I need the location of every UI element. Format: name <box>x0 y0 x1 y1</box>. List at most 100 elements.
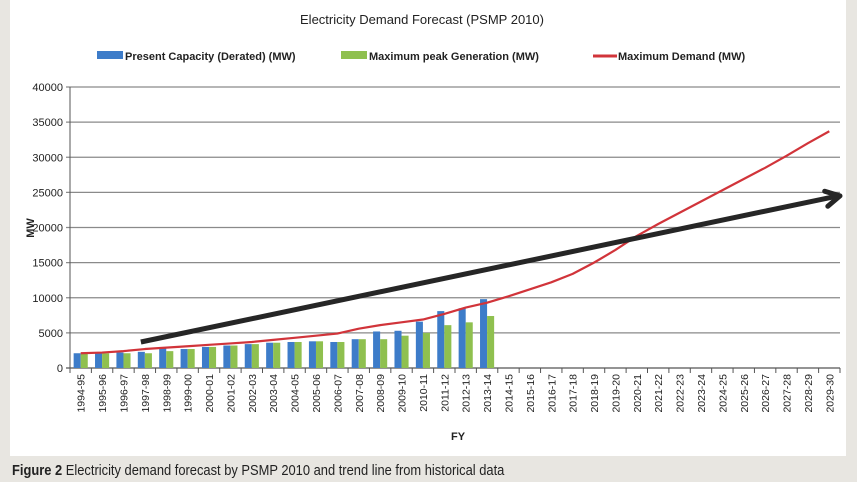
generation-bar <box>294 342 302 368</box>
x-tick-label: 1996-97 <box>118 374 130 413</box>
capacity-bar <box>201 346 210 368</box>
capacity-bar <box>95 353 103 368</box>
x-tick-label: 2000-01 <box>204 374 216 413</box>
x-tick-label: 2018-19 <box>589 374 601 413</box>
gridlines <box>66 86 840 369</box>
x-tick-label: 2022-23 <box>675 374 687 413</box>
generation-bar <box>187 349 195 368</box>
capacity-bar <box>266 342 274 368</box>
y-tick-label: 25000 <box>32 187 63 199</box>
generation-bar <box>209 346 217 368</box>
x-axis-label: FY <box>451 431 466 443</box>
caption-label: Figure 2 <box>12 462 63 479</box>
generation-bar <box>401 335 409 368</box>
generation-bar <box>166 351 174 368</box>
x-tick-label: 2019-20 <box>610 374 622 413</box>
capacity-bar <box>159 348 167 368</box>
capacity-bar <box>137 351 145 368</box>
y-tick-label: 30000 <box>32 152 63 164</box>
x-tick-label: 2026-27 <box>760 374 772 413</box>
x-tick-label: 2012-13 <box>461 374 473 413</box>
y-axis-label: MW <box>25 218 37 238</box>
x-tick-label: 2027-28 <box>782 374 794 413</box>
capacity-bar <box>415 321 423 368</box>
x-tick-label: 2029-30 <box>824 374 836 413</box>
capacity-bar <box>437 311 445 368</box>
y-axis-ticks: 0 5000 10000 15000 20000 25000 30000 35000 40000 <box>32 82 63 375</box>
x-tick-label: 2017-18 <box>568 374 580 413</box>
x-tick-label: 2007-08 <box>354 374 366 413</box>
generation-bar <box>487 316 495 368</box>
x-tick-label: 2016-17 <box>546 374 558 413</box>
capacity-bar <box>480 299 488 368</box>
x-tick-label: 2004-05 <box>290 374 302 413</box>
lines <box>80 130 843 355</box>
generation-bar <box>144 353 152 368</box>
demand-line <box>80 130 830 355</box>
x-tick-label: 2003-04 <box>268 374 280 413</box>
capacity-bar <box>287 342 295 368</box>
x-tick-label: 2023-24 <box>696 374 708 413</box>
capacity-bar <box>73 353 81 368</box>
capacity-bar <box>223 345 231 368</box>
x-tick-label: 2002-03 <box>247 374 259 413</box>
figure-caption: Figure 2 Electricity demand forecast by … <box>12 462 504 479</box>
x-tick-label: 2013-14 <box>482 374 494 413</box>
chart-title: Electricity Demand Forecast (PSMP 2010) <box>300 12 544 27</box>
y-tick-label: 0 <box>57 363 63 375</box>
generation-bar <box>358 339 366 368</box>
legend-swatch <box>341 51 367 59</box>
y-tick-label: 15000 <box>32 258 63 270</box>
x-tick-label: 2009-10 <box>397 374 409 413</box>
legend-label: Present Capacity (Derated) (MW) <box>125 51 296 63</box>
capacity-bar <box>116 352 124 368</box>
x-tick-label: 2020-21 <box>632 374 644 413</box>
y-tick-label: 40000 <box>32 82 63 94</box>
capacity-bar <box>330 342 338 368</box>
generation-bar <box>337 342 345 368</box>
capacity-bar <box>308 341 316 368</box>
x-tick-label: 2001-02 <box>225 374 237 413</box>
x-tick-label: 1999-00 <box>183 374 195 413</box>
generation-bar <box>380 339 388 368</box>
generation-bar <box>444 325 452 368</box>
trend-arrowhead-icon <box>822 188 843 209</box>
x-tick-label: 2011-12 <box>439 374 451 412</box>
generation-bar <box>80 353 88 368</box>
generation-bar <box>315 341 324 368</box>
trend-line <box>140 193 839 345</box>
generation-bar <box>422 332 430 368</box>
capacity-bar <box>244 344 252 368</box>
y-tick-label: 35000 <box>32 117 63 129</box>
x-tick-label: 1998-99 <box>161 374 173 413</box>
caption-text: Electricity demand forecast by PSMP 2010… <box>62 462 505 479</box>
y-tick-label: 20000 <box>32 223 63 235</box>
capacity-bar <box>458 308 466 368</box>
x-tick-label: 2005-06 <box>311 374 323 413</box>
legend: Present Capacity (Derated) (MW) Maximum p… <box>97 51 745 63</box>
bars <box>73 299 495 368</box>
x-tick-label: 2021-22 <box>653 374 665 413</box>
generation-bar <box>273 342 281 368</box>
x-tick-label: 2006-07 <box>332 374 344 413</box>
x-axis-ticks: 1994-95 1995-96 1996-97 1997-98 1998-99 1999-… <box>69 368 841 413</box>
x-tick-label: 2024-25 <box>717 374 729 413</box>
y-tick-label: 10000 <box>32 293 63 305</box>
x-tick-label: 2008-09 <box>375 374 387 413</box>
x-tick-label: 2014-15 <box>503 374 515 413</box>
capacity-bar <box>394 330 402 368</box>
capacity-bar <box>373 331 381 368</box>
generation-bar <box>123 353 131 368</box>
legend-swatch <box>97 51 123 59</box>
legend-label: Maximum peak Generation (MW) <box>369 51 539 63</box>
legend-label: Maximum Demand (MW) <box>618 51 745 63</box>
x-tick-label: 2028-29 <box>803 374 815 413</box>
x-tick-label: 2025-26 <box>739 374 751 413</box>
x-tick-label: 2010-11 <box>418 374 430 412</box>
x-tick-label: 2015-16 <box>525 374 537 413</box>
x-tick-label: 1995-96 <box>97 374 109 413</box>
x-tick-label: 1997-98 <box>140 374 152 413</box>
generation-bar <box>102 353 110 368</box>
capacity-bar <box>351 339 359 368</box>
